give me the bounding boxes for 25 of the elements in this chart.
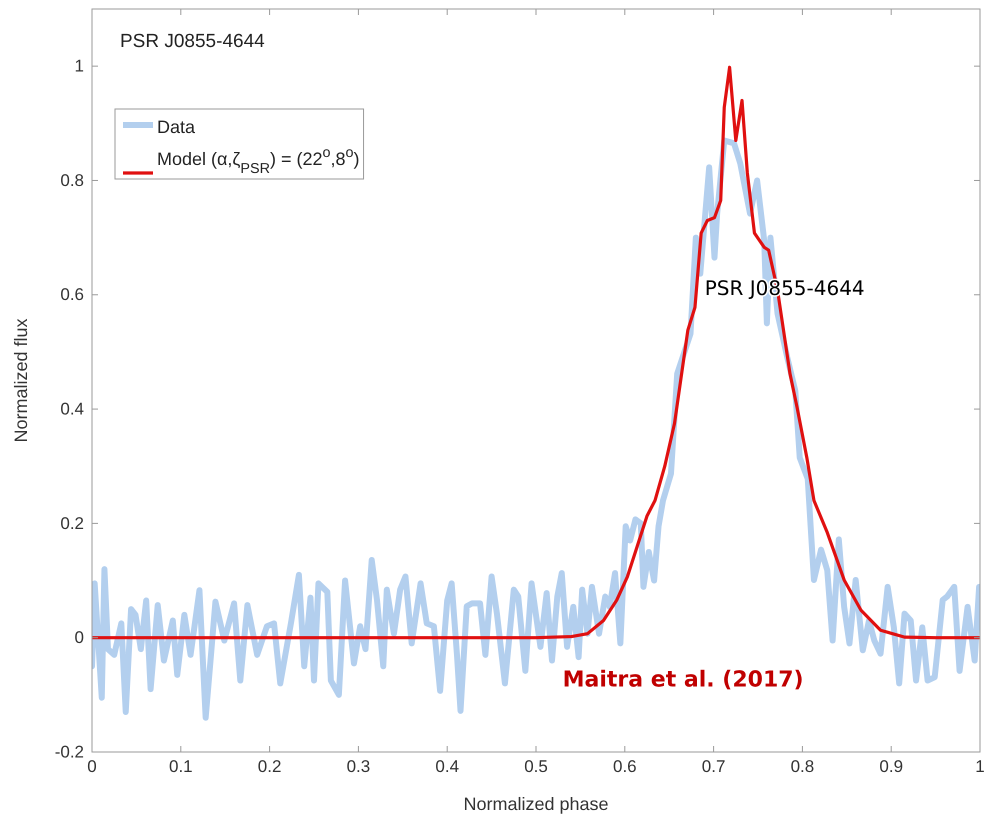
x-tick-label: 0.5 [524, 757, 548, 776]
y-axis-title: Normalized flux [11, 318, 31, 443]
x-tick-label: 0.7 [702, 757, 726, 776]
x-tick-label: 0 [87, 757, 97, 776]
x-tick-label: 0.6 [612, 757, 637, 776]
y-tick-label: 0.2 [60, 514, 84, 533]
y-tick-label: 1 [74, 56, 84, 76]
x-tick-label: 0.9 [879, 757, 904, 776]
y-tick-label: -0.2 [54, 742, 84, 762]
x-tick-label: 0.1 [168, 757, 193, 776]
y-tick-label: 0.8 [60, 170, 84, 190]
y-tick-label: 0 [74, 628, 84, 648]
x-axis-title: Normalized phase [463, 794, 609, 814]
y-tick-label: 0.6 [60, 285, 84, 304]
x-tick-label: 0.8 [790, 757, 814, 776]
x-tick-label: 0.3 [346, 757, 370, 776]
legend-label: Data [157, 117, 196, 137]
line-series [92, 66, 980, 640]
annotation: PSR J0855-4644 [120, 31, 266, 52]
annotation: Maitra et al. (2017) [562, 667, 804, 692]
y-tick-label: 0.4 [60, 400, 84, 419]
x-tick-label: 0.2 [258, 757, 282, 776]
legend-label: Model (α,ζ$_{PSR}$) = (22$^{o}$,8$^{o}$) [157, 145, 360, 177]
x-tick-label: 0.4 [435, 757, 460, 776]
x-tick-label: 1 [975, 757, 985, 776]
